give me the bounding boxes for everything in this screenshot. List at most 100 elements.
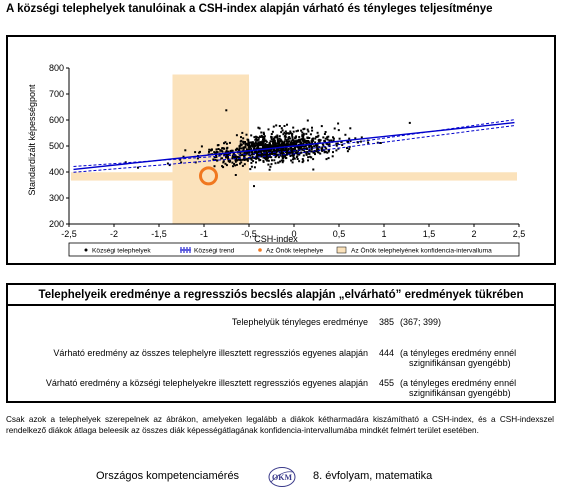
row-expected-village-value: 455 [379, 378, 395, 388]
scatter-point [325, 158, 328, 161]
scatter-point [294, 142, 297, 145]
row-expected-all-note-1: (a tényleges eredmény ennél [400, 348, 517, 358]
scatter-point [311, 146, 314, 149]
scatter-point [294, 146, 296, 149]
scatter-point [285, 148, 288, 150]
scatter-point [221, 150, 224, 153]
scatter-point [234, 174, 237, 176]
scatter-point [291, 138, 294, 141]
scatter-point [301, 131, 304, 134]
row-actual-note: (367; 399) [400, 317, 442, 327]
scatter-point [282, 159, 285, 162]
scatter-point [340, 140, 343, 143]
scatter-chart: 200 300 400 500 600 700 800 -2,5 -2 -1,5 -1 -0,5 0 0,… [27, 63, 525, 257]
scatter-point [278, 140, 281, 143]
scatter-point [307, 159, 309, 162]
scatter-point [310, 156, 313, 159]
legend-ci-icon [336, 246, 347, 254]
scatter-point [244, 158, 247, 161]
scatter-point [312, 158, 315, 161]
scatter-point [251, 141, 254, 144]
scatter-point [237, 158, 240, 161]
scatter-point [262, 156, 265, 159]
scatter-point [277, 142, 280, 145]
scatter-point [260, 147, 263, 150]
scatter-point [272, 146, 274, 148]
scatter-point [324, 146, 327, 149]
scatter-point [338, 137, 341, 140]
scatter-point [280, 131, 283, 134]
scatter-point [281, 129, 284, 132]
scatter-point [257, 142, 260, 145]
x-tick-label: -0,5 [241, 229, 257, 239]
scatter-point [335, 149, 338, 152]
scatter-point [265, 148, 268, 151]
scatter-point [233, 163, 236, 165]
scatter-point [271, 150, 274, 153]
scatter-point [235, 163, 238, 166]
scatter-point [284, 155, 287, 158]
scatter-point [289, 130, 292, 133]
scatter-point [269, 150, 272, 153]
scatter-point [317, 134, 320, 137]
scatter-point [288, 140, 291, 143]
x-tick-label: 1 [381, 229, 386, 239]
scatter-point [325, 147, 328, 150]
scatter-point [327, 150, 330, 153]
scatter-point [282, 148, 284, 151]
scatter-point [316, 144, 319, 147]
scatter-point [280, 145, 283, 148]
scatter-point [305, 142, 308, 145]
y-tick-label: 600 [49, 115, 64, 125]
scatter-point [221, 147, 224, 150]
scatter-point [257, 136, 260, 139]
scatter-point [292, 158, 294, 161]
scatter-point [292, 126, 295, 129]
scatter-point [221, 165, 224, 168]
row-actual-value: 385 [379, 317, 395, 327]
scatter-point [235, 155, 238, 158]
scatter-point [247, 143, 250, 146]
x-tick-label: -2 [110, 229, 118, 239]
scatter-point [168, 164, 171, 167]
scatter-point [228, 141, 231, 144]
scatter-point [233, 156, 236, 159]
scatter-point [268, 149, 271, 152]
scatter-point [260, 134, 263, 137]
scatter-point [291, 141, 294, 144]
scatter-point [324, 131, 327, 133]
own-site-marker [199, 166, 218, 186]
scatter-point [272, 148, 275, 151]
scatter-point [271, 159, 273, 162]
footer-right: 8. évfolyam, matematika [313, 470, 433, 482]
scatter-point [137, 166, 139, 169]
y-tick-label: 300 [49, 193, 64, 203]
scatter-point [208, 148, 211, 151]
scatter-point [270, 136, 273, 139]
scatter-point [274, 153, 277, 156]
scatter-point [227, 153, 230, 156]
scatter-point [215, 156, 218, 159]
scatter-point [262, 136, 265, 139]
scatter-point [337, 129, 340, 132]
page-title: A községi telephelyek tanulóinak a CSH-i… [6, 3, 493, 15]
scatter-point [241, 164, 244, 167]
chart-frame: 200 300 400 500 600 700 800 -2,5 -2 -1,5 -1 -0,5 0 0,… [6, 35, 556, 265]
scatter-point [252, 160, 255, 163]
scatter-point [274, 142, 277, 145]
scatter-point [213, 151, 216, 154]
scatter-point [332, 137, 335, 140]
legend-label: Községi trend [194, 248, 235, 255]
scatter-point [245, 142, 248, 145]
scatter-point [224, 151, 227, 154]
scatter-point [227, 157, 230, 160]
scatter-point [242, 148, 245, 151]
scatter-point [245, 133, 248, 136]
scatter-point [286, 144, 289, 146]
scatter-point [298, 136, 301, 138]
scatter-point [330, 139, 333, 142]
scatter-point [231, 157, 234, 160]
scatter-point [199, 150, 201, 153]
scatter-point [225, 164, 228, 167]
scatter-point [308, 141, 310, 144]
